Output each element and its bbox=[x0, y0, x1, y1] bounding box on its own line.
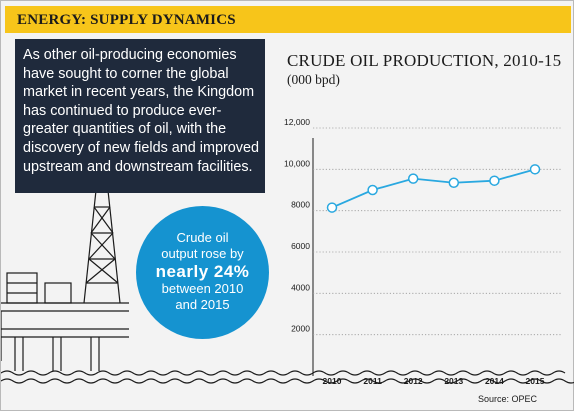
x-tick-label: 2011 bbox=[363, 376, 382, 386]
oil-rig-illustration bbox=[1, 169, 574, 383]
data-point bbox=[328, 203, 337, 212]
callout-line-2: output rose by bbox=[136, 246, 269, 262]
x-tick-label: 2012 bbox=[404, 376, 423, 386]
callout-line-5: and 2015 bbox=[136, 297, 269, 313]
y-tick-label: 4000 bbox=[291, 282, 310, 292]
y-tick-label: 6000 bbox=[291, 241, 310, 251]
data-point bbox=[531, 165, 540, 174]
intro-text: As other oil-producing economies have so… bbox=[23, 46, 259, 176]
y-tick-label: 8000 bbox=[291, 200, 310, 210]
source-note: Source: OPEC bbox=[478, 394, 537, 404]
x-tick-label: 2010 bbox=[323, 376, 342, 386]
section-header: ENERGY: SUPPLY DYNAMICS bbox=[5, 6, 571, 33]
data-point bbox=[490, 176, 499, 185]
x-tick-label: 2015 bbox=[526, 376, 545, 386]
x-tick-label: 2014 bbox=[485, 376, 504, 386]
y-tick-label: 10,000 bbox=[284, 158, 310, 168]
header-title: ENERGY: SUPPLY DYNAMICS bbox=[17, 12, 236, 29]
chart-title: CRUDE OIL PRODUCTION, 2010-15 bbox=[287, 51, 561, 71]
data-point bbox=[409, 174, 418, 183]
x-tick-label: 2013 bbox=[444, 376, 463, 386]
series-line bbox=[332, 169, 535, 207]
callout-line-4: between 2010 bbox=[136, 281, 269, 297]
data-point bbox=[368, 186, 377, 195]
chart-unit-label: (000 bpd) bbox=[287, 72, 340, 88]
stat-callout-circle: Crude oil output rose by nearly 24% betw… bbox=[136, 206, 269, 339]
y-tick-label: 12,000 bbox=[284, 117, 310, 127]
line-chart: 2000 4000 6000 8000 10,000 12,000 2010 2011 2012… bbox=[284, 117, 561, 386]
data-point bbox=[449, 178, 458, 187]
callout-highlight: nearly 24% bbox=[136, 262, 269, 281]
intro-box: As other oil-producing economies have so… bbox=[15, 39, 265, 193]
callout-line-1: Crude oil bbox=[136, 230, 269, 246]
y-tick-label: 2000 bbox=[291, 324, 310, 334]
